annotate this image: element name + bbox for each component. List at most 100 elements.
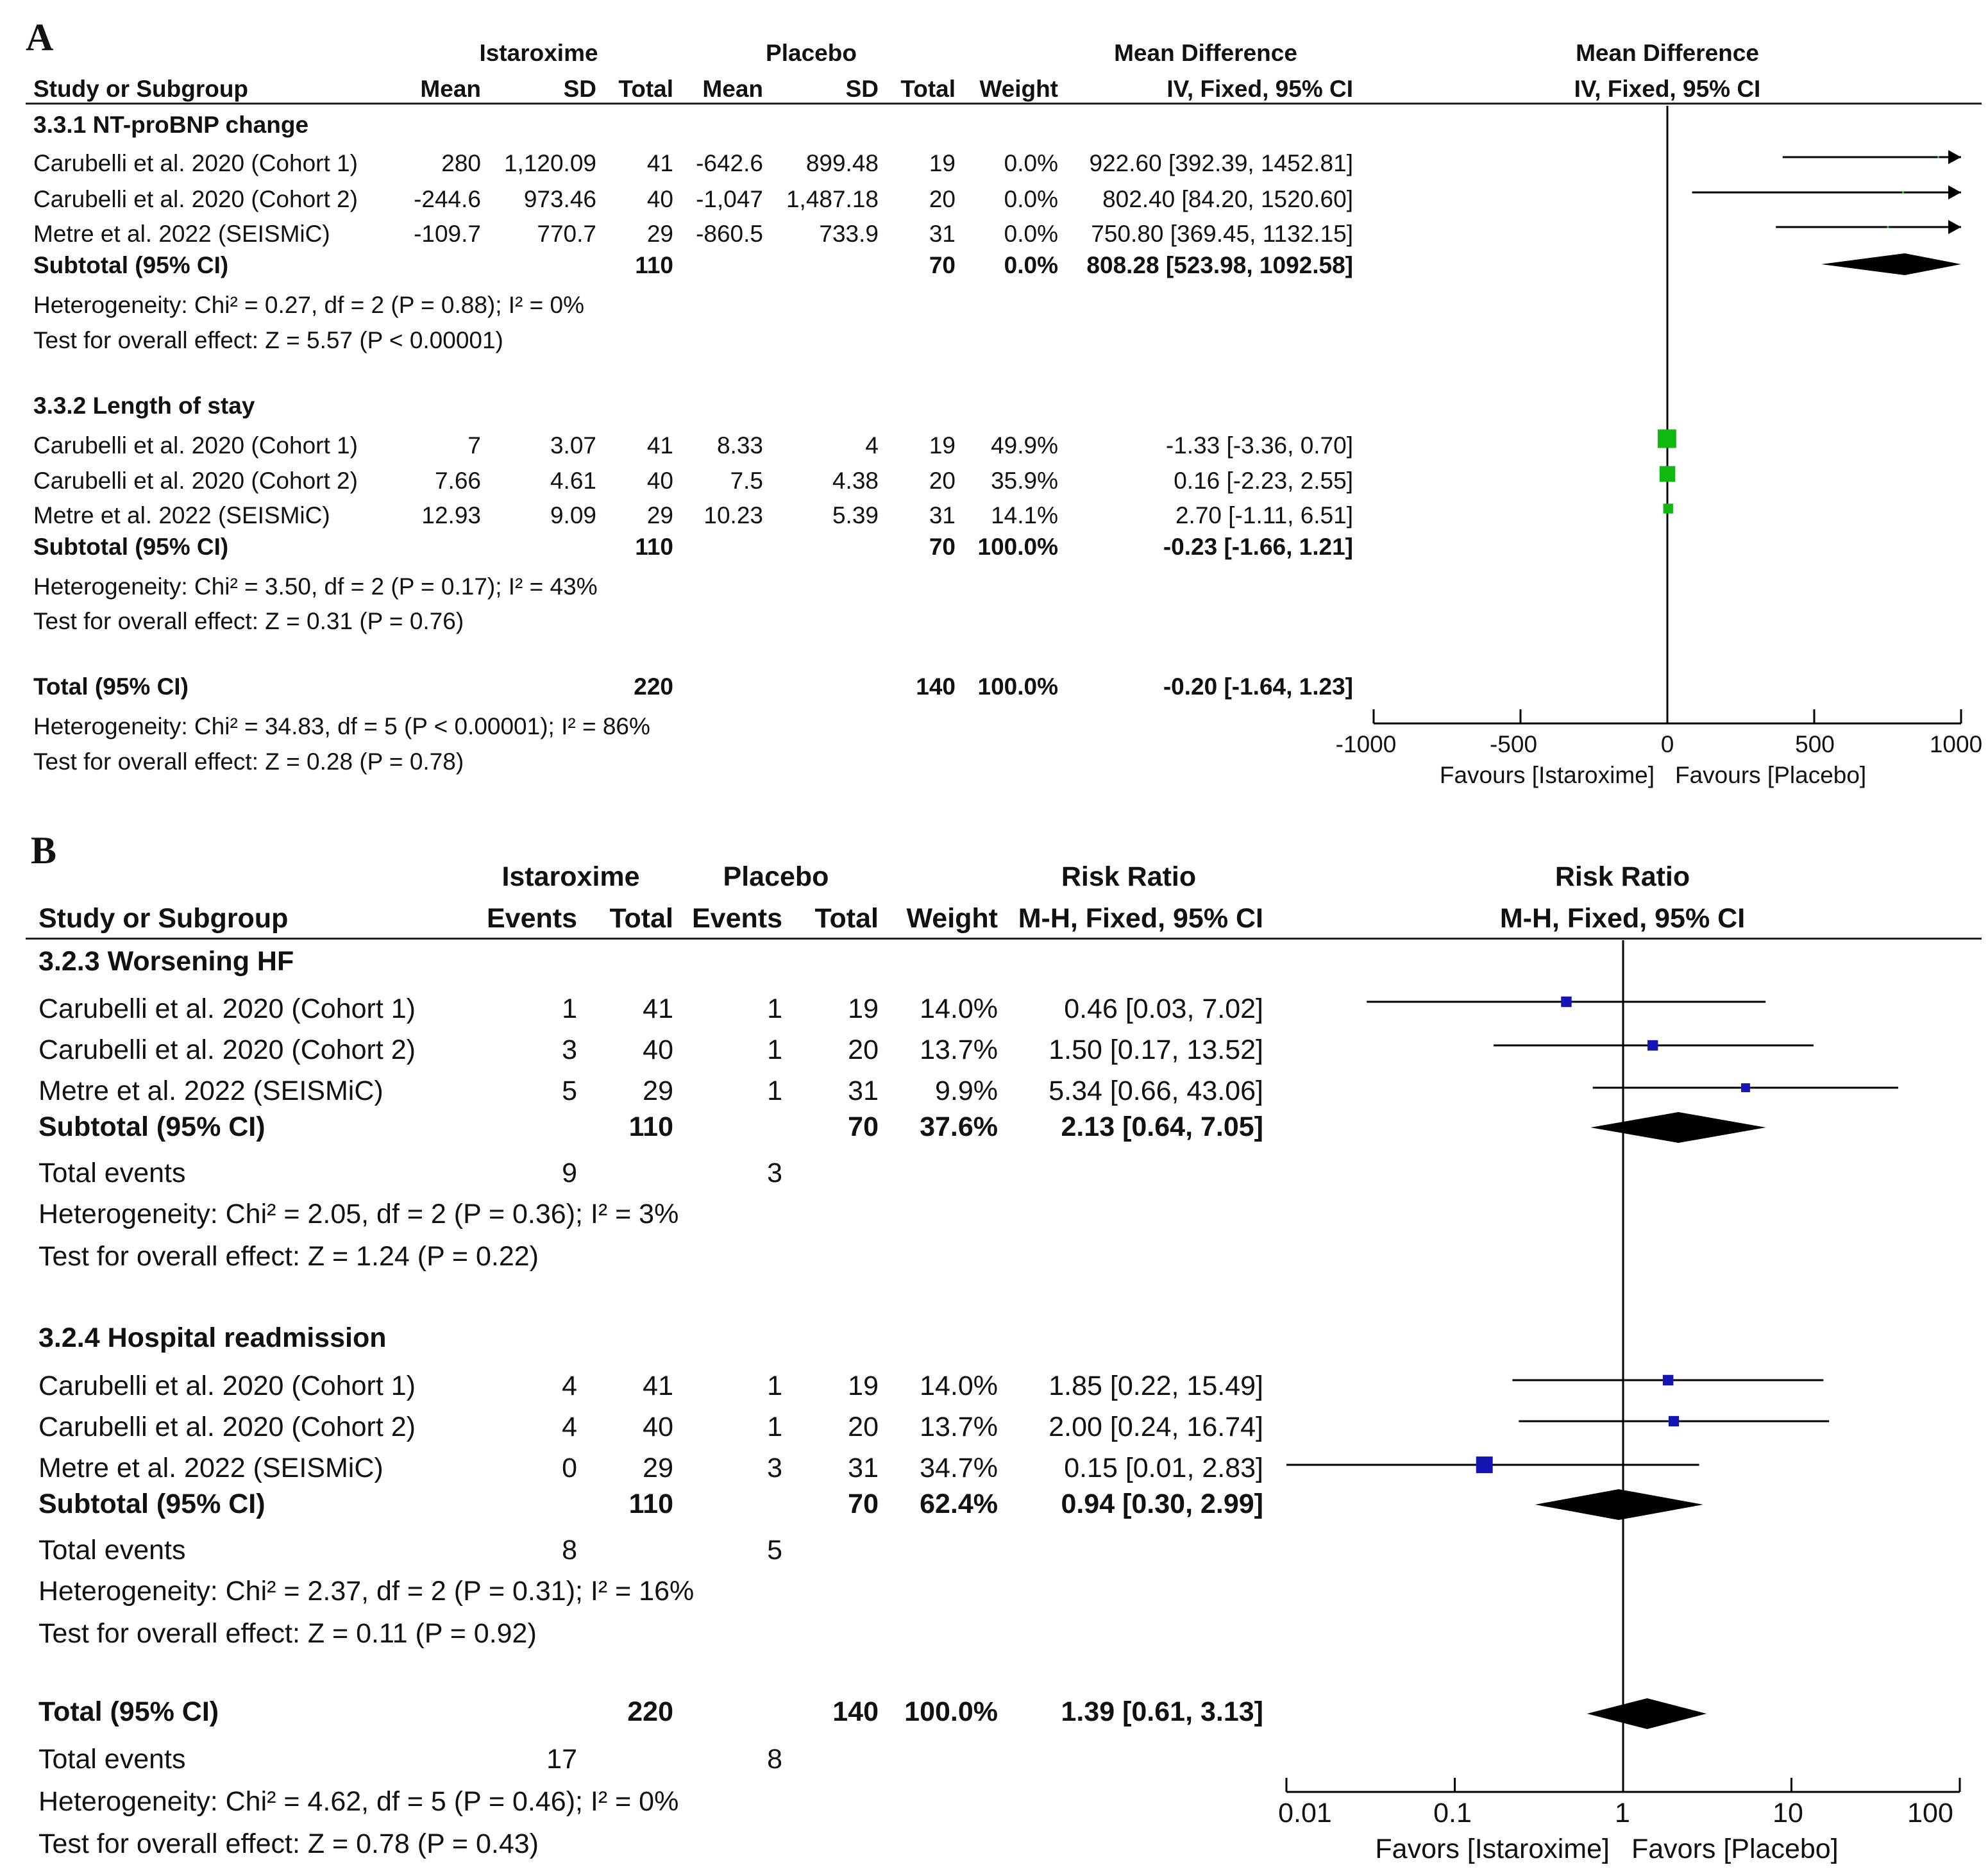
b-s1r2-study: Carubelli et al. 2020 (Cohort 2) [38,1034,416,1065]
b-tick-label-1: 0.1 [1433,1798,1472,1828]
a-total-ci: -0.20 [-1.64, 1.23] [1163,673,1353,700]
a-arrow-right-1 [1948,185,1961,199]
a-s2r3-n1: 29 [646,502,673,528]
a-s1-subtotal-n1: 110 [635,252,673,278]
b-s1-overall: Test for overall effect: Z = 1.24 (P = 0… [38,1241,539,1272]
a-s1r2-sd2: 1,487.18 [786,186,879,212]
b-s1-subtotal-weight: 37.6% [920,1111,998,1142]
a-s2r1-n2: 19 [929,432,956,459]
a-s2r2-n1: 40 [646,468,673,494]
b-s2r1-e1: 4 [562,1371,577,1401]
b-s1r1-e2: 1 [767,993,782,1024]
a-header-mean2: Mean [702,76,763,102]
b-header-plot-top: Risk Ratio [1554,861,1690,892]
a-s1r2-m1: -244.6 [414,186,481,212]
a-header-weight: Weight [979,76,1058,102]
b-s1-subtotal-label: Subtotal (95% CI) [38,1111,265,1142]
a-favours-right: Favours [Placebo] [1675,762,1867,788]
a-s1-heterogeneity: Heterogeneity: Chi² = 0.27, df = 2 (P = … [33,292,585,318]
b-s2-subtotal-n1: 110 [628,1489,673,1519]
a-s2r2-weight: 35.9% [991,468,1058,494]
b-s1r3-n1: 29 [643,1076,673,1106]
a-tick-label-4: 1000 [1929,731,1983,757]
b-total-events-e2: 8 [767,1744,782,1775]
b-s1r3-e2: 1 [767,1076,782,1106]
a-s2r1-n1: 41 [646,432,673,459]
b-s1r3-study: Metre et al. 2022 (SEISMiC) [38,1076,383,1106]
b-s2r2-weight: 13.7% [920,1412,998,1442]
a-s1r1-n1: 41 [646,150,673,176]
b-s2r2-ci: 2.00 [0.24, 16.74] [1049,1412,1263,1442]
b-header-events2: Events [691,903,782,934]
b-header-weight: Weight [906,903,998,934]
a-header-rule [26,103,1982,105]
b-tick-label-0: 0.01 [1278,1798,1332,1828]
a-tick-label-0: -1000 [1335,731,1397,757]
a-s2r1-m1: 7 [468,432,481,459]
b-diamond-0 [1590,1112,1766,1143]
b-s2r1-n2: 19 [848,1371,879,1401]
a-s2-subtotal-ci: -0.23 [-1.66, 1.21] [1163,534,1353,560]
a-s2r2-sd2: 4.38 [832,468,879,494]
b-header-total2: Total [814,903,879,934]
a-s2r3-m1: 12.93 [421,502,481,528]
b-s1r2-e1: 3 [562,1034,577,1065]
a-s2r2-m2: 7.5 [730,468,763,494]
a-tick-label-3: 500 [1795,731,1835,757]
a-total-label: Total (95% CI) [33,673,189,700]
a-s1r1-weight: 0.0% [1004,150,1058,176]
b-s2r1-n1: 41 [643,1371,673,1401]
b-s2-subtotal-label: Subtotal (95% CI) [38,1489,265,1519]
b-s1r3-weight: 9.9% [934,1076,998,1106]
b-total-n2: 140 [832,1696,879,1727]
a-s1r3-n1: 29 [646,221,673,247]
b-header-plot-bottom: M-H, Fixed, 95% CI [1499,903,1746,934]
a-s2-subtotal-n1: 110 [635,534,673,560]
a-total-n1: 220 [634,673,673,700]
b-point-1 [1647,1040,1658,1051]
a-s2r3-study: Metre et al. 2022 (SEISMiC) [33,502,330,528]
b-total-ci: 1.39 [0.61, 3.13] [1061,1696,1263,1727]
a-s2r3-sd2: 5.39 [832,502,879,528]
a-s2r1-ci: -1.33 [-3.36, 0.70] [1165,432,1353,459]
a-header-effect-bottom: IV, Fixed, 95% CI [1167,76,1353,102]
b-s2r3-n1: 29 [643,1453,673,1483]
b-favours-right: Favors [Placebo] [1631,1834,1839,1864]
a-s2r1-weight: 49.9% [991,432,1058,459]
b-total-weight: 100.0% [904,1696,998,1727]
b-s1r1-study: Carubelli et al. 2020 (Cohort 1) [38,993,416,1024]
a-s1r2-sd1: 973.46 [523,186,596,212]
b-total-overall: Test for overall effect: Z = 0.78 (P = 0… [38,1828,539,1859]
a-point-2 [1887,226,1889,228]
a-s2r2-n2: 20 [929,468,956,494]
b-point-0 [1561,996,1572,1008]
a-s1r1-sd1: 1,120.09 [503,150,596,176]
a-point-1 [1901,191,1904,194]
a-header-plot-bottom: IV, Fixed, 95% CI [1574,76,1761,102]
a-point-5 [1663,503,1673,514]
a-s1-subtotal-weight: 0.0% [1004,252,1058,278]
b-s2r1-weight: 14.0% [920,1371,998,1401]
a-arrow-right-2 [1948,220,1961,234]
a-s2r3-ci: 2.70 [-1.11, 6.51] [1175,502,1353,528]
a-s1r3-m1: -109.7 [414,221,481,247]
a-point-0 [1937,156,1940,158]
a-s1r1-n2: 19 [929,150,956,176]
b-s2r1-e2: 1 [767,1371,782,1401]
a-s1r3-weight: 0.0% [1004,221,1058,247]
b-s1r3-n2: 31 [848,1076,879,1106]
b-s2r2-e2: 1 [767,1412,782,1442]
a-s1r3-m2: -860.5 [696,221,763,247]
a-header-plot-top: Mean Difference [1576,40,1759,66]
a-s2r3-weight: 14.1% [991,502,1058,528]
b-header-events1: Events [486,903,577,934]
b-s1r3-e1: 5 [562,1076,577,1106]
a-s1r2-n1: 40 [646,186,673,212]
a-s2r2-ci: 0.16 [-2.23, 2.55] [1174,468,1353,494]
a-s2r2-sd1: 4.61 [550,468,596,494]
a-s1r3-sd2: 733.9 [819,221,879,247]
a-header-sd2: SD [845,76,879,102]
b-point-3 [1662,1374,1674,1386]
a-s1r2-weight: 0.0% [1004,186,1058,212]
